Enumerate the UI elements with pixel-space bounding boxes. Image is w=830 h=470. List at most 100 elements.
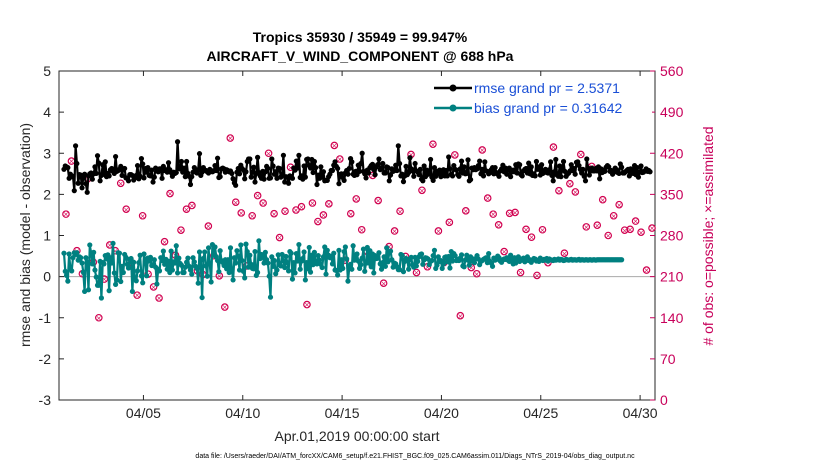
bias-point xyxy=(267,294,274,300)
rmse-point xyxy=(181,165,187,171)
rmse-point xyxy=(420,178,426,184)
rmse-point xyxy=(431,165,438,171)
rmse-point xyxy=(407,155,413,161)
bias-point xyxy=(212,244,218,250)
bias-point xyxy=(80,269,86,275)
bias-point xyxy=(271,257,277,264)
rmse-point xyxy=(375,162,381,168)
bias-point xyxy=(185,255,191,261)
rmse-point xyxy=(150,179,156,185)
rmse-point xyxy=(421,163,427,169)
obs-assimilated-marker: × xyxy=(627,226,633,234)
rmse-point xyxy=(572,171,578,177)
rmse-point xyxy=(329,167,336,174)
rmse-point xyxy=(248,174,254,180)
obs-assimilated-marker: × xyxy=(638,229,644,237)
bias-point xyxy=(141,251,147,257)
rmse-point xyxy=(71,188,77,194)
obs-assimilated-marker: × xyxy=(622,227,628,235)
obs-assimilated-marker: × xyxy=(118,180,124,188)
bias-point xyxy=(262,249,268,255)
bias-point xyxy=(136,260,142,266)
bias-point xyxy=(165,258,172,265)
rmse-point xyxy=(417,166,423,172)
obs-possible-marker xyxy=(478,146,487,154)
obs-possible-marker xyxy=(620,226,629,234)
rmse-point xyxy=(584,156,590,162)
rmse-point xyxy=(362,171,368,177)
rmse-point xyxy=(403,163,409,170)
bias-point xyxy=(106,288,112,294)
bias-point xyxy=(355,258,361,264)
obs-possible-marker xyxy=(604,231,613,240)
rmse-point xyxy=(270,163,276,169)
obs-possible-marker xyxy=(220,303,229,311)
rmse-point xyxy=(411,173,417,179)
bias-point xyxy=(380,260,386,266)
obs-possible-marker xyxy=(346,209,355,218)
rmse-point xyxy=(242,176,248,182)
obs-possible-marker xyxy=(527,233,536,241)
bias-point xyxy=(324,247,330,253)
rmse-point xyxy=(302,174,308,180)
bias-point xyxy=(189,271,195,277)
rmse-point xyxy=(532,173,538,179)
bias-point xyxy=(304,260,310,266)
bias-point xyxy=(266,273,272,279)
obs-assimilated-marker: × xyxy=(463,207,469,215)
rmse-point xyxy=(349,159,355,165)
bias-point xyxy=(96,282,102,288)
rmse-point xyxy=(346,165,352,172)
bias-point xyxy=(297,266,303,272)
obs-possible-marker xyxy=(577,150,585,159)
obs-assimilated-marker: × xyxy=(337,156,343,164)
obs-assimilated-marker: × xyxy=(63,211,69,219)
rmse-point xyxy=(251,164,257,170)
obs-possible-marker xyxy=(637,228,645,237)
obs-possible-marker xyxy=(122,205,131,213)
rmse-point xyxy=(79,185,85,191)
bias-point xyxy=(147,254,154,260)
obs-possible-marker xyxy=(138,211,147,220)
y-right-tick-label: 420 xyxy=(660,145,684,161)
obs-assimilated-marker: × xyxy=(288,164,294,172)
bias-point xyxy=(208,279,214,285)
bias-point xyxy=(375,255,381,261)
bias-point xyxy=(358,262,364,268)
bias-point xyxy=(101,261,107,267)
y-axis-left-ticks: -3 -2 -1 0 1 2 3 4 5 xyxy=(39,63,64,408)
bias-point xyxy=(486,250,492,257)
obs-assimilated-marker: × xyxy=(222,304,228,312)
rmse-point xyxy=(580,166,586,172)
bias-point xyxy=(98,295,105,301)
bias-point xyxy=(489,263,496,269)
obs-assimilated-marker: × xyxy=(600,196,606,204)
obs-assimilated-marker: × xyxy=(523,226,529,234)
rmse-point xyxy=(363,175,369,181)
x-axis-label: Apr.01,2019 00:00:00 start xyxy=(274,428,439,444)
bias-point xyxy=(168,248,174,254)
bias-point xyxy=(275,252,281,258)
x-tick-label: 04/05 xyxy=(126,405,161,421)
obs-possible-marker xyxy=(418,186,426,195)
bias-point xyxy=(129,288,135,295)
bias-point xyxy=(342,244,348,250)
obs-assimilated-marker: × xyxy=(611,212,617,220)
rmse-point xyxy=(70,173,76,179)
bias-point xyxy=(447,265,453,271)
obs-possible-marker xyxy=(62,210,70,218)
bias-point xyxy=(376,250,382,256)
obs-possible-marker xyxy=(352,195,361,203)
bias-point xyxy=(384,245,390,251)
rmse-point xyxy=(492,165,498,171)
rmse-point xyxy=(359,150,365,156)
bias-point xyxy=(385,259,391,265)
obs-assimilated-marker: × xyxy=(309,200,315,208)
rmse-point xyxy=(427,156,434,163)
rmse-point xyxy=(519,173,525,179)
bias-point xyxy=(251,266,257,272)
bias-point xyxy=(217,248,223,254)
bias-point xyxy=(435,254,441,260)
bias-point xyxy=(191,259,197,265)
obs-possible-marker xyxy=(500,247,508,256)
